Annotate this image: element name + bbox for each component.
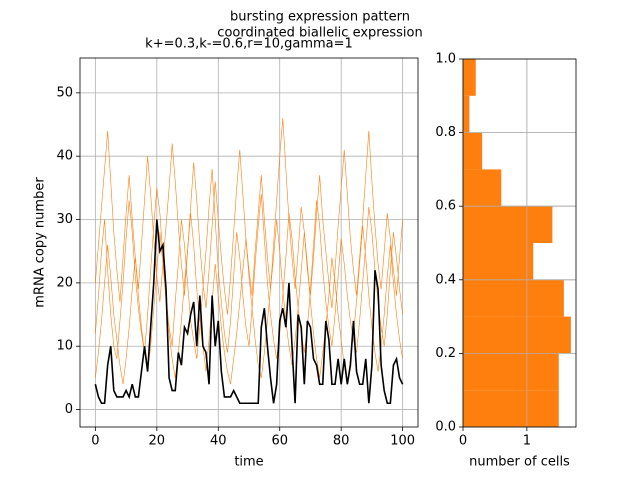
y-tick-label: 0 [65,402,73,417]
y-tick-label: 0.6 [435,199,456,214]
x-tick-label: 0 [459,434,467,449]
x-tick-label: 0 [91,434,99,449]
y-tick-label: 50 [56,85,73,100]
figure-title: bursting expression pattern [230,10,410,25]
y-tick-label: 0.8 [435,125,456,140]
x-tick-label: 80 [333,434,350,449]
histogram-bar [463,132,483,170]
histogram-bar [463,59,476,96]
histogram-bar [463,243,534,280]
histogram-bar [463,316,571,354]
y-tick-label: 1.0 [435,52,456,67]
series-line [95,118,403,315]
x-tick-label: 20 [149,434,166,449]
y-tick-label: 40 [56,149,73,164]
histogram-bar [463,95,470,133]
x-tick-label: 100 [390,434,415,449]
series-line [94,219,404,405]
figure-subtitle: coordinated biallelic expression [217,26,422,41]
y-tick-label: 30 [56,212,73,227]
x-tick-label: 40 [210,434,227,449]
y-tick-label: 0.0 [435,420,456,435]
x-axis-label: time [234,455,263,470]
histogram-bar [463,279,564,317]
y-tick-label: 20 [56,275,73,290]
y-axis-label: mRNA copy number [33,177,48,308]
histogram-bar [463,206,553,243]
axes-title: k+=0.3,k-=0.6,r=10,gamma=1 [145,37,353,52]
histogram-bar [463,353,559,391]
y-tick-label: 0.4 [435,272,456,287]
axes-frame [462,58,577,428]
axes-frame [79,57,419,428]
histogram-bar [463,390,559,427]
x-tick-label: 1 [523,434,531,449]
y-tick-label: 0.2 [435,346,456,361]
x-axis-label: number of cells [469,455,570,470]
series-line [95,168,403,359]
histogram-bar [463,169,502,207]
y-tick-label: 10 [56,339,73,354]
x-tick-label: 60 [271,434,288,449]
